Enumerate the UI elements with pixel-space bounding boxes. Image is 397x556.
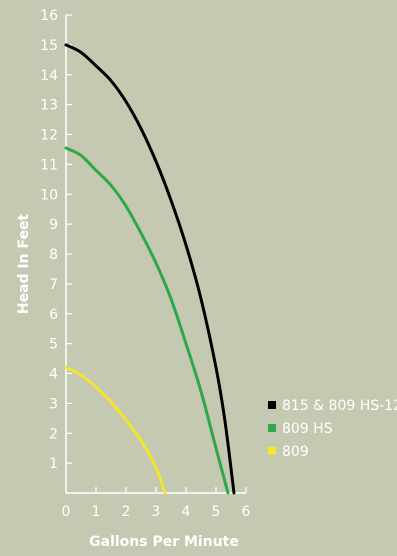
legend-item: 809	[268, 444, 309, 460]
y-tick-label: 13	[40, 98, 58, 114]
y-tick-label: 16	[40, 8, 58, 24]
legend-swatch	[268, 447, 276, 455]
y-tick-label: 6	[49, 307, 58, 323]
x-tick-label: 5	[212, 504, 221, 520]
legend-swatch	[268, 401, 276, 409]
x-tick-label: 2	[122, 504, 131, 520]
y-tick-label: 14	[40, 68, 58, 84]
legend-label: 809	[282, 444, 309, 460]
y-tick-label: 5	[49, 337, 58, 353]
series-lines	[64, 43, 236, 495]
x-axis-title: Gallons Per Minute	[89, 534, 239, 550]
x-tick-label: 1	[92, 504, 101, 520]
x-tick-label: 0	[62, 504, 71, 520]
y-tick-label: 1	[49, 456, 58, 472]
x-tick-label: 4	[182, 504, 191, 520]
series-line-3	[64, 366, 167, 495]
y-tick-label: 12	[40, 128, 58, 144]
legend-item: 815 & 809 HS-12	[268, 398, 397, 414]
tick-marks	[66, 14, 247, 493]
y-tick-label: 9	[49, 217, 58, 233]
legend: 815 & 809 HS-12 809 HS 809	[268, 398, 397, 460]
series-line-2	[64, 146, 230, 495]
y-tick-label: 2	[49, 426, 58, 442]
legend-item: 809 HS	[268, 421, 333, 437]
y-axis-title: Head In Feet	[16, 214, 32, 315]
series-line-1	[64, 43, 236, 495]
y-tick-label: 3	[49, 396, 58, 412]
axes	[65, 15, 246, 494]
legend-swatch	[268, 424, 276, 432]
y-tick-label: 11	[40, 157, 58, 173]
y-tick-label: 15	[40, 38, 58, 54]
x-tick-label: 6	[242, 504, 251, 520]
x-tick-label: 3	[152, 504, 161, 520]
y-tick-label: 8	[49, 247, 58, 263]
legend-label: 809 HS	[282, 421, 333, 437]
legend-label: 815 & 809 HS-12	[282, 398, 397, 414]
y-tick-label: 4	[49, 367, 58, 383]
y-tick-label: 10	[40, 187, 58, 203]
y-tick-label: 7	[49, 277, 58, 293]
